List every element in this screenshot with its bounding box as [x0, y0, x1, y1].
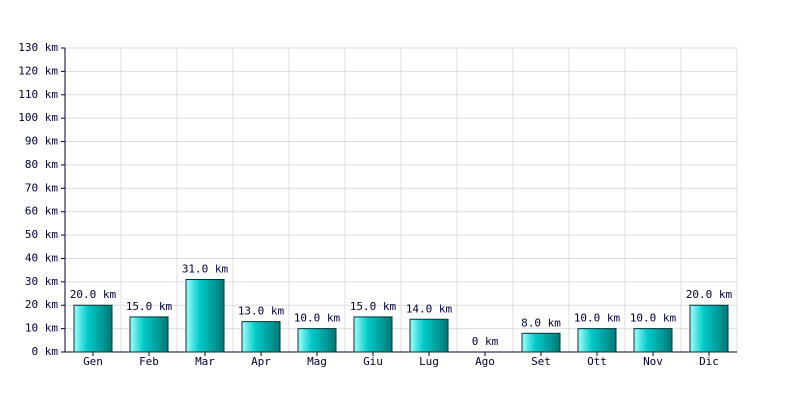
- x-tick-label: Apr: [251, 355, 271, 368]
- value-label: 10.0 km: [630, 312, 677, 325]
- value-label: 13.0 km: [238, 305, 285, 318]
- x-tick-label: Gen: [83, 355, 103, 368]
- y-tick-label: 10 km: [25, 322, 58, 335]
- value-label: 20.0 km: [686, 288, 733, 301]
- bar: [353, 316, 393, 353]
- x-tick-label: Lug: [419, 355, 439, 368]
- x-tick-label: Ago: [475, 355, 495, 368]
- y-tick-label: 90 km: [25, 135, 58, 148]
- y-tick-label: 60 km: [25, 205, 58, 218]
- y-tick-label: 40 km: [25, 251, 58, 264]
- y-tick-label: 0 km: [32, 345, 59, 358]
- x-tick-label: Mar: [195, 355, 215, 368]
- x-tick-label: Giu: [363, 355, 383, 368]
- value-label: 15.0 km: [126, 300, 173, 313]
- y-tick-label: 20 km: [25, 298, 58, 311]
- value-label: 10.0 km: [574, 312, 621, 325]
- bar: [521, 332, 561, 353]
- x-tick-label: Set: [531, 355, 551, 368]
- y-tick-label: 110 km: [18, 88, 58, 101]
- x-tick-label: Nov: [643, 355, 663, 368]
- value-label: 8.0 km: [521, 316, 561, 329]
- bar: [633, 328, 673, 353]
- bar: [577, 328, 617, 353]
- value-label: 15.0 km: [350, 300, 397, 313]
- bar: [241, 321, 281, 353]
- bar: [129, 316, 169, 353]
- value-label: 20.0 km: [70, 288, 117, 301]
- x-tick-label: Mag: [307, 355, 327, 368]
- y-tick-label: 130 km: [18, 41, 58, 54]
- value-label: 10.0 km: [294, 312, 341, 325]
- x-tick-label: Ott: [587, 355, 607, 368]
- y-tick-label: 120 km: [18, 64, 58, 77]
- bar: [689, 304, 729, 353]
- y-tick-label: 80 km: [25, 158, 58, 171]
- y-tick-label: 70 km: [25, 181, 58, 194]
- bar: [185, 279, 225, 353]
- y-tick-label: 100 km: [18, 111, 58, 124]
- bar: [409, 318, 449, 353]
- x-tick-label: Dic: [699, 355, 719, 368]
- bar: [297, 328, 337, 353]
- x-tick-label: Feb: [139, 355, 159, 368]
- value-label: 0 km: [472, 335, 499, 348]
- bar: [73, 304, 113, 353]
- y-tick-label: 50 km: [25, 228, 58, 241]
- y-tick-label: 30 km: [25, 275, 58, 288]
- value-label: 31.0 km: [182, 263, 229, 276]
- value-label: 14.0 km: [406, 302, 453, 315]
